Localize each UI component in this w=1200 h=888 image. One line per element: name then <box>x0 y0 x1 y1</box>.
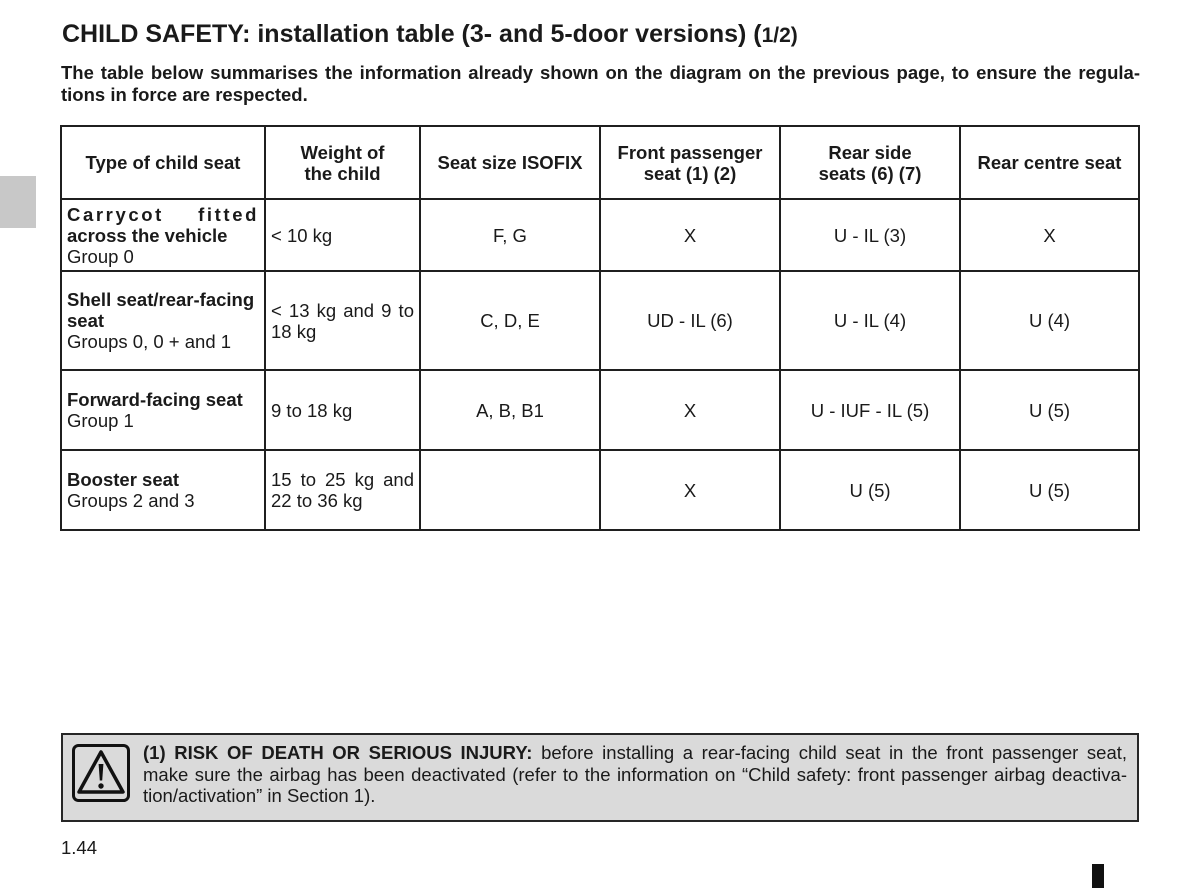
intro-line: tions in force are respected. <box>61 84 308 105</box>
page-title-text: CHILD SAFETY: installation table (3- and… <box>62 20 762 48</box>
header-rear-side-seats: Rear side seats (6) (7) <box>781 127 961 200</box>
seat-type-name: Shell seat/rear-facing <box>67 289 255 310</box>
warning-label: (1) RISK OF DEATH OR SERIOUS INJURY: <box>143 742 533 763</box>
cell-type: Carrycot fitted across the vehicle Group… <box>62 200 266 272</box>
header-weight-of-child: Weight of the child <box>266 127 421 200</box>
page-number: 1.44 <box>61 837 98 858</box>
cell-weight: < 10 kg <box>266 200 421 272</box>
warning-box: (1) RISK OF DEATH OR SERIOUS INJURY: bef… <box>61 733 1139 822</box>
cell-type: Shell seat/rear-facing seat Groups 0, 0 … <box>62 272 266 371</box>
cell-rear-centre: X <box>961 200 1140 272</box>
page-edge-marker <box>1092 864 1104 888</box>
cell-isofix: F, G <box>421 200 601 272</box>
weight-value: 9 to 18 kg <box>271 399 353 421</box>
cell-front-passenger: X <box>601 451 781 531</box>
warning-line-text: before installing a rear-facing child se… <box>541 742 1128 763</box>
cell-rear-centre: U (5) <box>961 371 1140 451</box>
warning-line: make sure the airbag has been deactivate… <box>143 763 1127 785</box>
seat-type-name: across the vehicle <box>67 224 228 246</box>
intro-paragraph: The table below summarises the informati… <box>61 62 1140 106</box>
header-seat-size-isofix: Seat size ISOFIX <box>421 127 601 200</box>
warning-line: (1) RISK OF DEATH OR SERIOUS INJURY: bef… <box>143 742 1127 764</box>
cell-isofix: C, D, E <box>421 272 601 371</box>
page-title: CHILD SAFETY: installation table (3- and… <box>62 19 798 51</box>
cell-weight: 15 to 25 kg and 22 to 36 kg <box>266 451 421 531</box>
weight-value: 15 to 25 kg and 22 to 36 kg <box>271 469 414 511</box>
seat-group: Group 1 <box>67 410 134 431</box>
seat-group: Groups 2 and 3 <box>67 490 195 511</box>
seat-type-name: Forward-facing seat <box>67 389 243 410</box>
cell-rear-side: U (5) <box>781 451 961 531</box>
cell-front-passenger: X <box>601 200 781 272</box>
cell-rear-side: U - IL (3) <box>781 200 961 272</box>
seat-type-name: seat <box>67 310 105 331</box>
cell-rear-centre: U (4) <box>961 272 1140 371</box>
header-rear-centre-seat: Rear centre seat <box>961 127 1140 200</box>
cell-rear-side: U - IL (4) <box>781 272 961 371</box>
installation-table: Type of child seat Weight of the child S… <box>60 125 1140 531</box>
header-type-of-child-seat: Type of child seat <box>62 127 266 200</box>
intro-line: The table below summarises the informati… <box>61 62 1140 83</box>
section-tab <box>0 176 36 228</box>
warning-text: (1) RISK OF DEATH OR SERIOUS INJURY: bef… <box>143 742 1127 807</box>
header-front-passenger-seat: Front passenger seat (1) (2) <box>601 127 781 200</box>
cell-rear-centre: U (5) <box>961 451 1140 531</box>
cell-isofix: A, B, B1 <box>421 371 601 451</box>
warning-line: tion/activation” in Section 1). <box>143 785 376 806</box>
cell-type: Booster seat Groups 2 and 3 <box>62 451 266 531</box>
warning-triangle-icon <box>72 744 130 802</box>
cell-rear-side: U - IUF - IL (5) <box>781 371 961 451</box>
seat-group: Group 0 <box>67 245 134 267</box>
cell-front-passenger: UD - IL (6) <box>601 272 781 371</box>
weight-value: < 13 kg and 9 to 18 kg <box>271 299 414 342</box>
cell-front-passenger: X <box>601 371 781 451</box>
cell-isofix <box>421 451 601 531</box>
seat-type-name: Carrycot fitted <box>67 203 259 225</box>
weight-value: < 10 kg <box>271 224 333 246</box>
page-indicator: 1/2) <box>761 24 798 47</box>
cell-type: Forward-facing seat Group 1 <box>62 371 266 451</box>
cell-weight: < 13 kg and 9 to 18 kg <box>266 272 421 371</box>
seat-type-name: Booster seat <box>67 469 180 490</box>
cell-weight: 9 to 18 kg <box>266 371 421 451</box>
seat-group: Groups 0, 0 + and 1 <box>67 331 232 352</box>
